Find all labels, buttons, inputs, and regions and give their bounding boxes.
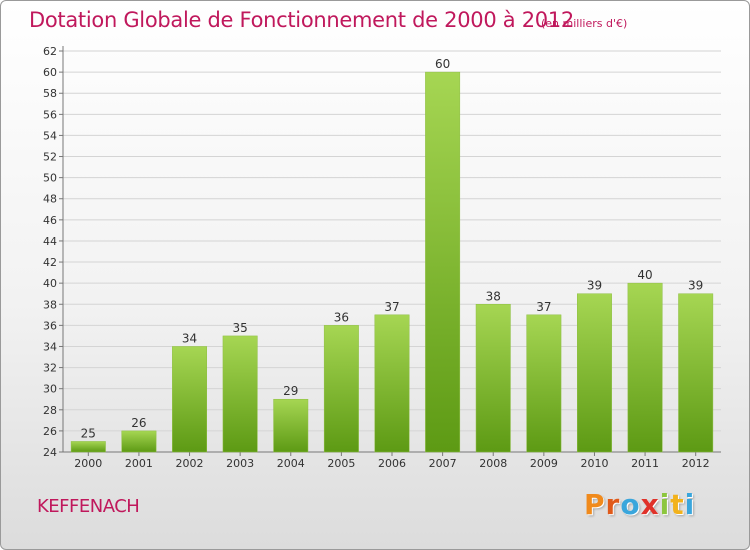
x-tick-label-2009: 2009 xyxy=(530,457,558,470)
x-tick-label-2003: 2003 xyxy=(226,457,254,470)
x-tick-label-2000: 2000 xyxy=(74,457,102,470)
bar-2009 xyxy=(526,314,562,453)
logo-letter: i xyxy=(684,488,696,521)
logo-letter: i xyxy=(659,488,671,521)
x-tick-label-2002: 2002 xyxy=(176,457,204,470)
data-label-2008: 38 xyxy=(486,289,501,303)
logo-letter: o xyxy=(620,488,641,521)
axes: 24 26 28 30 32 34 36 38 40 42 44 46 48 50 52 54 56 58 60 62… xyxy=(43,45,721,470)
y-tick-label: 28 xyxy=(43,404,57,417)
y-tick-label: 24 xyxy=(43,446,57,459)
x-tick-label-2012: 2012 xyxy=(682,457,710,470)
data-label-2003: 35 xyxy=(233,321,248,335)
bar-2002 xyxy=(172,346,207,453)
y-tick-label: 32 xyxy=(43,362,57,375)
y-tick-label: 58 xyxy=(43,87,57,100)
data-labels: 25 26 34 35 29 36 37 60 38 37 39 40 39 xyxy=(81,57,704,440)
x-tick-label-2008: 2008 xyxy=(479,457,507,470)
y-tick-label: 52 xyxy=(43,151,57,164)
bars xyxy=(70,71,714,453)
y-tick-label: 40 xyxy=(43,277,57,290)
bar-2000 xyxy=(70,441,106,453)
logo-letter: x xyxy=(640,488,660,521)
proxiti-logo[interactable]: Proxiti xyxy=(584,488,695,521)
bar-2007 xyxy=(425,71,461,453)
data-label-2010: 39 xyxy=(587,279,602,293)
data-label-2005: 36 xyxy=(334,310,349,324)
x-tick-label-2004: 2004 xyxy=(277,457,305,470)
y-tick-label: 26 xyxy=(43,425,57,438)
y-tick-label: 44 xyxy=(43,235,57,248)
y-tick-label: 36 xyxy=(43,319,57,332)
data-label-2004: 29 xyxy=(283,384,298,398)
data-label-2009: 37 xyxy=(536,300,551,314)
bar-2012 xyxy=(678,293,714,453)
chart-title: Dotation Globale de Fonctionnement de 20… xyxy=(29,8,574,32)
y-tick-label: 48 xyxy=(43,193,57,206)
bar-2008 xyxy=(475,304,511,453)
y-tick-label: 46 xyxy=(43,214,57,227)
y-tick-label: 62 xyxy=(43,45,57,58)
y-tick-label: 38 xyxy=(43,298,57,311)
y-tick-label: 60 xyxy=(43,66,57,79)
logo-letter: t xyxy=(670,488,685,521)
data-label-2012: 39 xyxy=(688,279,703,293)
y-tick-label: 50 xyxy=(43,172,57,185)
bar-2011 xyxy=(627,282,663,453)
y-tick-label: 30 xyxy=(43,383,57,396)
data-label-2000: 25 xyxy=(81,426,96,440)
x-tick-label-2010: 2010 xyxy=(580,457,608,470)
logo-letter: r xyxy=(605,488,621,521)
chart-subtitle: (en milliers d'€) xyxy=(541,17,628,30)
data-label-2007: 60 xyxy=(435,57,450,71)
bar-2003 xyxy=(222,335,258,453)
data-label-2002: 34 xyxy=(182,331,197,345)
y-tick-label: 56 xyxy=(43,108,57,121)
place-name: KEFFENACH xyxy=(37,496,140,517)
data-label-2006: 37 xyxy=(384,300,399,314)
bar-2010 xyxy=(577,293,612,453)
logo-letter: P xyxy=(584,488,606,521)
y-tick-label: 42 xyxy=(43,256,57,269)
y-tick-label: 54 xyxy=(43,129,57,142)
x-tick-label-2007: 2007 xyxy=(429,457,457,470)
x-tick-label-2005: 2005 xyxy=(327,457,355,470)
data-label-2001: 26 xyxy=(131,416,146,430)
data-label-2011: 40 xyxy=(637,268,652,282)
y-tick-label: 34 xyxy=(43,340,57,353)
bar-2005 xyxy=(323,325,359,453)
bar-2006 xyxy=(374,314,410,453)
x-tick-label-2011: 2011 xyxy=(631,457,659,470)
x-tick-label-2001: 2001 xyxy=(125,457,153,470)
bar-2001 xyxy=(121,430,157,453)
bar-2004 xyxy=(273,398,309,453)
x-tick-label-2006: 2006 xyxy=(378,457,406,470)
